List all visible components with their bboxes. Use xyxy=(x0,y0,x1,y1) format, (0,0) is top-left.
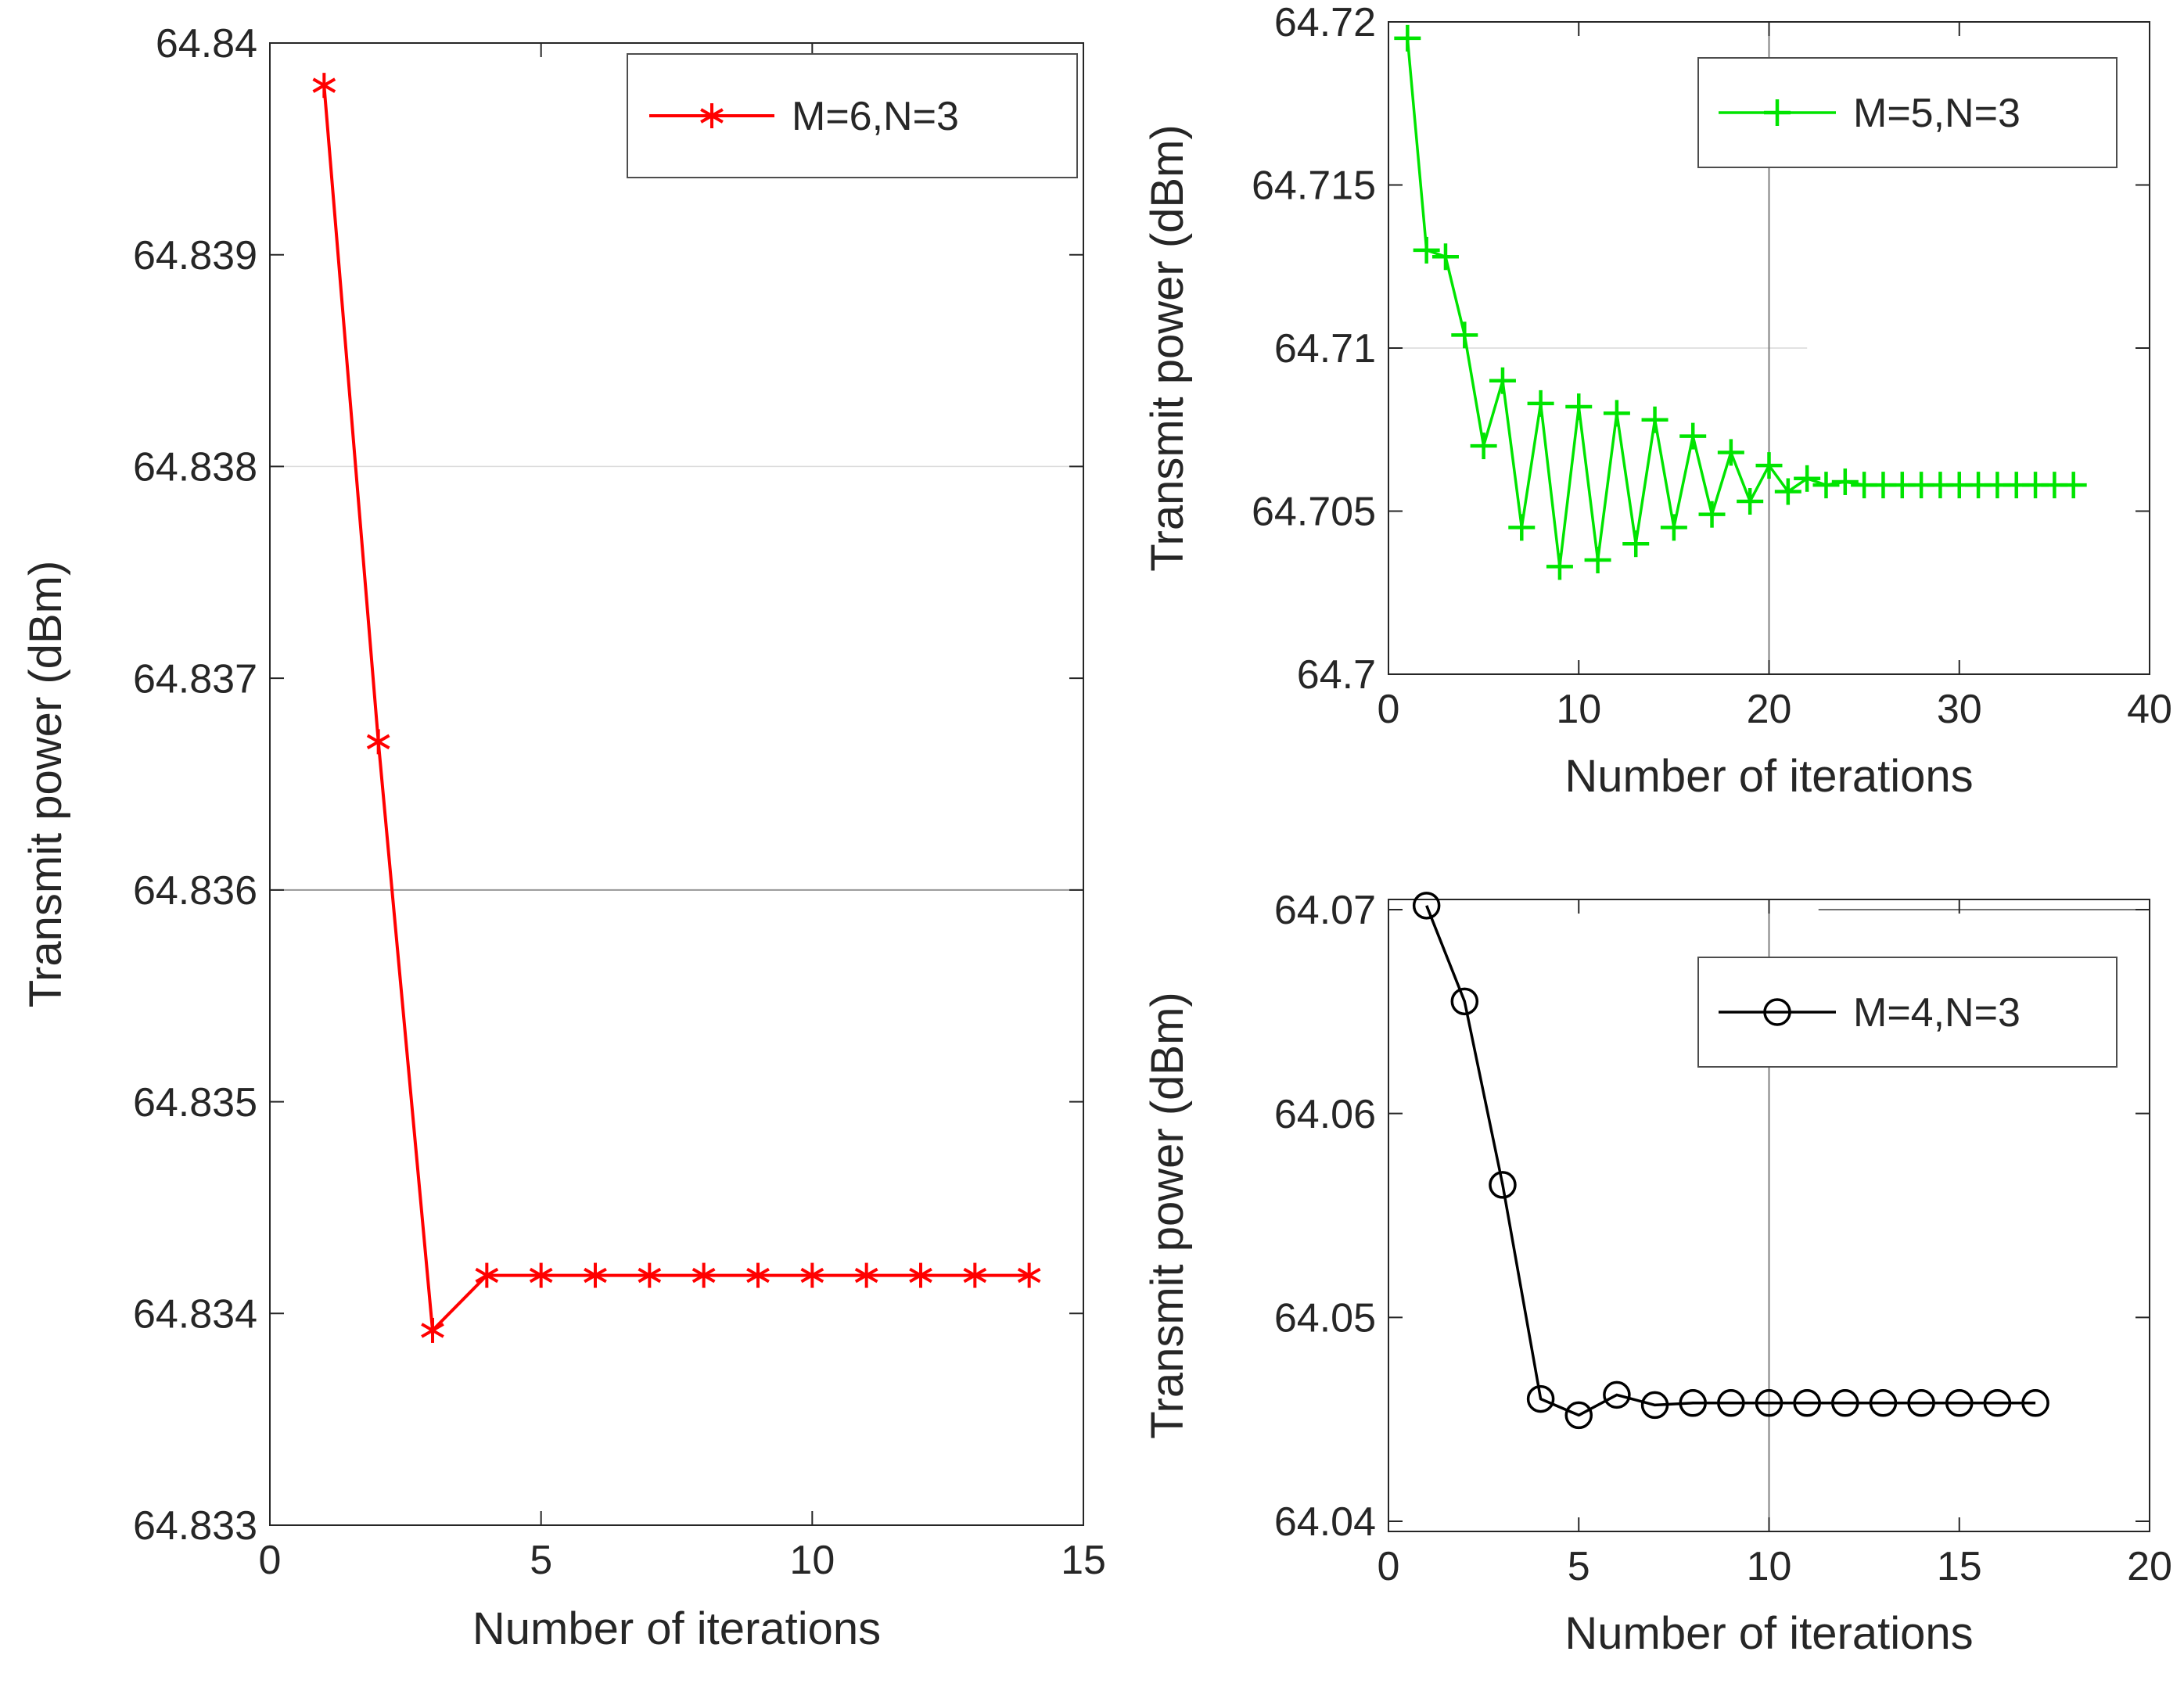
y-tick-label: 64.07 xyxy=(1274,888,1376,933)
x-tick-label: 20 xyxy=(2127,1544,2172,1589)
x-tick-label: 10 xyxy=(789,1538,835,1583)
x-axis-label: Number of iterations xyxy=(472,1603,881,1654)
x-tick-label: 5 xyxy=(1568,1544,1590,1589)
y-axis-label: Transmit power (dBm) xyxy=(1142,124,1193,572)
y-tick-label: 64.835 xyxy=(133,1080,257,1126)
x-tick-label: 40 xyxy=(2127,687,2172,732)
gridlines xyxy=(270,465,1083,891)
y-tick-label: 64.834 xyxy=(133,1291,257,1337)
y-tick-label: 64.71 xyxy=(1274,326,1376,372)
x-tick-label: 0 xyxy=(1378,687,1400,732)
y-tick-label: 64.84 xyxy=(156,21,257,66)
y-axis-label: Transmit power (dBm) xyxy=(1142,992,1193,1439)
y-tick-label: 64.7 xyxy=(1297,652,1376,698)
series-m-5-n-3 xyxy=(1394,24,2087,580)
y-tick-label: 64.715 xyxy=(1252,163,1376,209)
legend-label: M=4,N=3 xyxy=(1853,990,2021,1036)
y-tick-label: 64.838 xyxy=(133,445,257,490)
chart-left: 0 5 10 15 64.833 64.834 64.835 64.836 64.837 64.8… xyxy=(20,21,1106,1654)
legend-label: M=6,N=3 xyxy=(792,94,959,139)
x-tick-label: 5 xyxy=(530,1538,552,1583)
y-tick-label: 64.705 xyxy=(1252,490,1376,535)
x-tick-label: 15 xyxy=(1061,1538,1106,1583)
x-tick-label: 15 xyxy=(1937,1544,1982,1589)
legend: M=6,N=3 xyxy=(627,53,1078,178)
legend: M=5,N=3 xyxy=(1697,57,2118,168)
y-tick-label: 64.72 xyxy=(1274,0,1376,45)
y-tick-label: 64.06 xyxy=(1274,1092,1376,1137)
x-tick-label: 0 xyxy=(1378,1544,1400,1589)
chart-topright: 0 10 20 30 40 64.7 64.705 64.71 64.715 64.72 Numbe… xyxy=(1142,0,2172,802)
y-tick-label: 64.833 xyxy=(133,1503,257,1549)
y-axis-label: Transmit power (dBm) xyxy=(20,561,71,1008)
plot-box xyxy=(269,42,1084,1526)
y-tick-label: 64.836 xyxy=(133,868,257,914)
axis-ticks: 0 10 20 30 40 64.7 64.705 64.71 64.715 64.72 xyxy=(1252,0,2172,732)
x-tick-label: 10 xyxy=(1556,687,1601,732)
axis-ticks: 0 5 10 15 64.833 64.834 64.835 64.836 64.837 64.8… xyxy=(133,21,1106,1583)
series-m-6-n-3 xyxy=(312,73,1041,1343)
x-tick-label: 0 xyxy=(259,1538,282,1583)
x-axis-label: Number of iterations xyxy=(1564,751,1973,802)
series-m-4-n-3 xyxy=(1412,892,2049,1430)
legend: M=4,N=3 xyxy=(1697,957,2118,1068)
axis-ticks: 0 5 10 15 20 64.04 64.05 64.06 64.07 xyxy=(1274,888,2172,1589)
x-tick-label: 20 xyxy=(1747,687,1792,732)
x-tick-label: 30 xyxy=(1937,687,1982,732)
x-axis-label: Number of iterations xyxy=(1564,1608,1973,1659)
legend-label: M=5,N=3 xyxy=(1853,91,2021,136)
x-tick-label: 10 xyxy=(1747,1544,1792,1589)
y-tick-label: 64.04 xyxy=(1274,1499,1376,1545)
y-tick-label: 64.837 xyxy=(133,656,257,702)
y-tick-label: 64.05 xyxy=(1274,1296,1376,1341)
chart-bottomright: 0 5 10 15 20 64.04 64.05 64.06 64.07 Number of it… xyxy=(1142,888,2172,1659)
y-tick-label: 64.839 xyxy=(133,233,257,278)
